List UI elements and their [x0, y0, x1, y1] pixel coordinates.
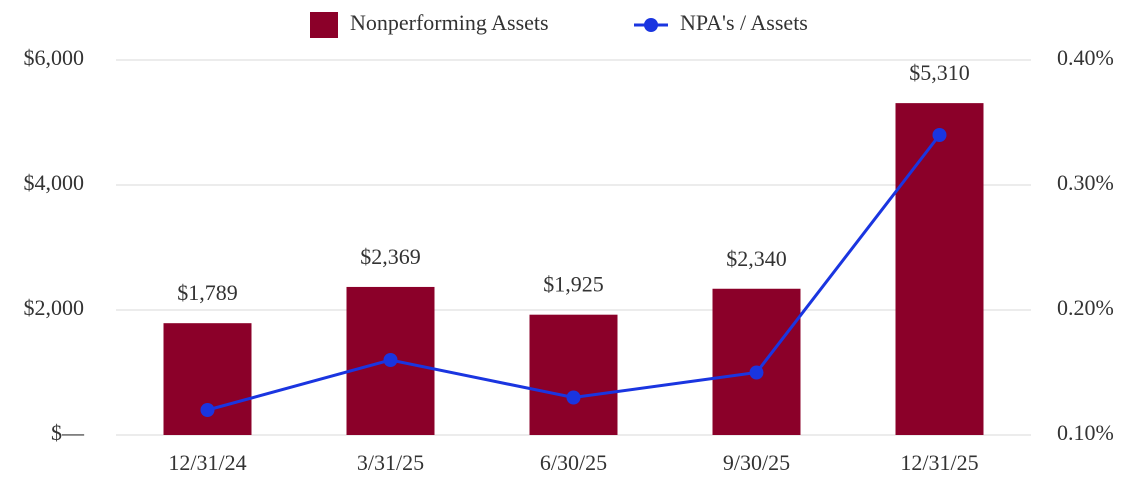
y2-tick-label: 0.20%: [1057, 295, 1114, 320]
y-tick-label: $—: [51, 420, 85, 445]
line-point: [932, 128, 947, 142]
bar-value-label: $1,789: [177, 280, 238, 305]
line-point: [383, 353, 398, 367]
y2-tick-label: 0.10%: [1057, 420, 1114, 445]
line-point: [749, 365, 764, 380]
legend-dot: [644, 18, 658, 32]
y2-tick-label: 0.40%: [1057, 45, 1114, 70]
x-tick-label: 3/31/25: [357, 450, 424, 475]
bar: [529, 314, 618, 435]
legend-label: NPA's / Assets: [680, 10, 808, 35]
x-tick-label: 12/31/25: [900, 450, 978, 475]
line-point: [200, 403, 215, 417]
y-tick-label: $6,000: [24, 45, 85, 70]
y-tick-label: $4,000: [24, 170, 85, 195]
x-tick-label: 9/30/25: [723, 450, 790, 475]
x-tick-label: 12/31/24: [168, 450, 246, 475]
bar: [895, 103, 984, 435]
bar-value-label: $5,310: [909, 60, 970, 85]
legend-label: Nonperforming Assets: [350, 10, 549, 35]
y-tick-label: $2,000: [24, 295, 85, 320]
bar-value-label: $1,925: [543, 272, 604, 297]
bar-value-label: $2,340: [726, 246, 787, 271]
x-tick-label: 6/30/25: [540, 450, 607, 475]
bar: [163, 323, 252, 435]
legend-swatch: [310, 12, 338, 38]
bar-value-label: $2,369: [360, 244, 421, 269]
y2-tick-label: 0.30%: [1057, 170, 1114, 195]
bar: [712, 288, 801, 435]
line-point: [566, 390, 581, 405]
